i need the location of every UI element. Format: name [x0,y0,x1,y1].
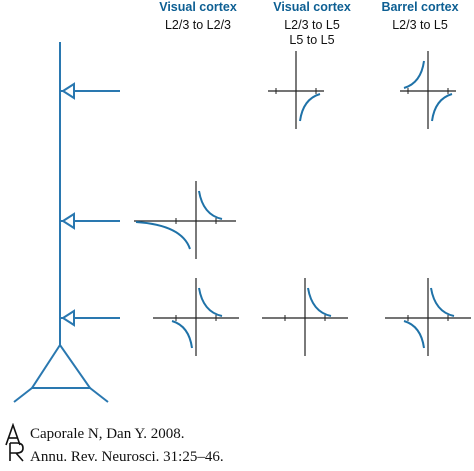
synapse [60,82,120,100]
stdp-curve [431,93,453,122]
stdp-plots [134,51,471,356]
column-title: Visual cortex [159,0,237,14]
stdp-plot [268,51,324,129]
stdp-curve [135,221,191,250]
synapse [60,309,120,327]
column-title: Visual cortex [273,0,351,14]
stdp-curve [171,320,193,349]
column-header-2: Visual cortex L2/3 to L5 L5 to L5 [247,0,377,48]
soma [30,343,92,389]
stdp-plot [400,51,456,129]
stdp-curve [198,287,223,317]
stdp-plot [385,278,471,356]
stdp-curve [198,190,223,220]
stdp-curve [430,287,455,317]
annual-reviews-logo [5,423,24,462]
basal-dendrite [89,387,109,403]
column-subtitle: L5 to L5 [289,33,335,47]
stdp-curve [307,287,332,317]
citation-line-2: Annu. Rev. Neurosci. 31:25–46. [30,449,224,465]
column-title: Barrel cortex [381,0,459,14]
column-header-3: Barrel cortex L2/3 to L5 [365,0,474,33]
synapse [60,212,120,230]
stdp-plot [262,278,348,356]
basal-dendrite [13,387,33,403]
stdp-curve [403,320,425,349]
stdp-curve [299,93,321,122]
stdp-curve [403,60,425,89]
column-subtitle: L2/3 to L5 [392,18,448,32]
column-subtitle: L2/3 to L2/3 [164,18,232,32]
stdp-plot [134,181,236,259]
citation-line-1: Caporale N, Dan Y. 2008. [30,426,185,442]
column-subtitle: L2/3 to L5 [284,18,340,32]
column-header-1: Visual cortex L2/3 to L2/3 [133,0,263,33]
stdp-plot [153,278,239,356]
neuron [13,42,120,403]
